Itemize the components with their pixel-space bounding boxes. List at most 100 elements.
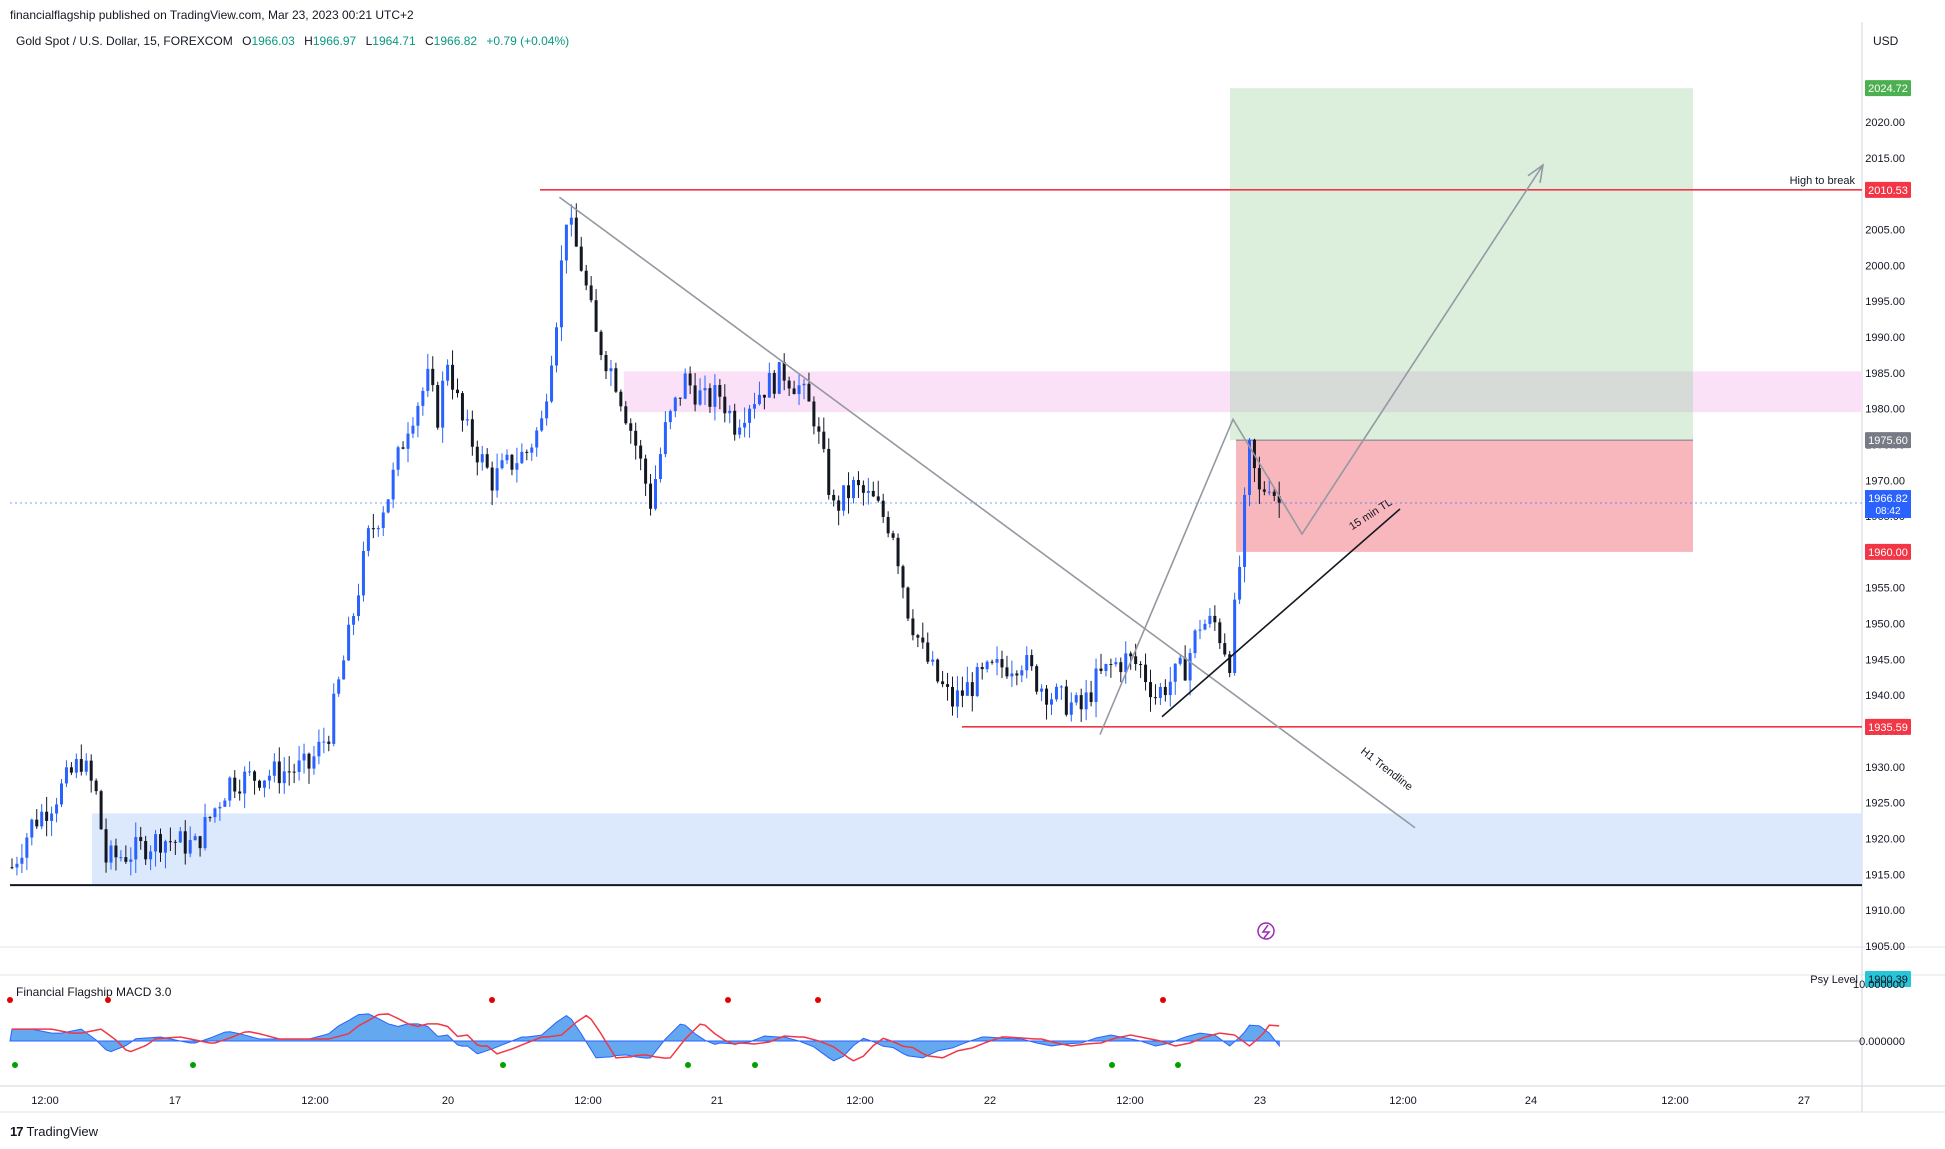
candle-body [1173,663,1177,682]
change-value: +0.79 (+0.04%) [486,34,570,48]
candle-body [1045,688,1049,705]
candle-body [975,667,979,697]
price-tick-label: 2015.00 [1865,153,1905,165]
candle-body [827,448,831,495]
candle-body [223,800,227,807]
candle-body [1168,681,1172,696]
candle-body [55,804,59,814]
price-tick-label: 2005.00 [1865,224,1905,236]
demand-zone [92,813,1862,886]
candle-body [896,537,900,567]
candle-body [99,791,103,830]
candle-body [1129,653,1133,657]
candle-body [589,285,593,301]
candle-body [762,394,766,398]
macd-signal-line [12,1013,1280,1062]
stop-price-label: 1960.00 [1868,547,1908,559]
candle-body [253,771,257,781]
target-price-label: 2024.72 [1868,83,1908,95]
candle-body [505,454,509,461]
candle-body [144,840,148,860]
candle-body [1198,629,1202,631]
candle-body [777,362,781,394]
high-to-break-price-label-bg [1865,181,1911,198]
candle-body [782,362,786,381]
candle-body [1064,686,1068,715]
macd-sell-dot [815,997,821,1003]
candle-body [396,447,400,470]
candle-body [1272,491,1276,496]
candle-body [188,840,192,854]
candle-body [693,385,697,405]
macd-indicator-label[interactable]: Financial Flagship MACD 3.0 [16,985,172,999]
candle-body [1267,491,1271,493]
candle-body [1074,695,1078,703]
tradingview-footer[interactable]: 17 TradingView [10,1124,98,1139]
candle-body [842,485,846,511]
time-tick-label: 12:00 [1116,1095,1144,1107]
psy-level-price-label: 1900.39 [1868,974,1908,986]
candle-body [109,845,113,863]
candle-body [644,458,648,484]
candle-body [238,791,242,794]
candle-body [911,618,915,636]
candle-body [753,404,756,409]
candle-body [965,682,969,696]
candle-body [817,426,821,432]
candle-body [861,485,865,493]
candle-body [74,759,78,773]
candle-body [1223,643,1227,655]
symbol-legend: Gold Spot / U.S. Dollar, 15, FOREXCOM O1… [16,34,569,48]
macd-sell-dot [105,997,111,1003]
macd-buy-dot [500,1062,506,1068]
candle-body [154,834,158,852]
candle-body [990,661,994,663]
symbol-name[interactable]: Gold Spot / U.S. Dollar, 15, FOREXCOM [16,34,233,48]
price-tick-label: 1995.00 [1865,296,1905,308]
candle-body [30,819,34,838]
candle-body [1153,697,1157,699]
candle-body [1188,653,1192,681]
candle-body [604,355,608,372]
candle-body [673,397,677,412]
candle-body [926,642,930,662]
candle-body [376,527,380,530]
candle-body [416,405,420,426]
price-tick-label: 1945.00 [1865,654,1905,666]
candle-body [282,771,286,784]
candle-body [183,831,187,854]
candle-body [287,771,291,773]
candle-body [1149,682,1152,698]
candle-body [812,401,816,427]
candle-body [465,419,469,421]
candle-body [510,454,514,470]
candle-body [921,637,925,643]
candle-body [728,410,732,414]
candle-body [1069,702,1073,715]
candle-body [550,365,554,402]
candle-body [787,380,791,389]
time-tick-label: 24 [1525,1095,1537,1107]
candle-body [916,635,920,638]
candle-body [297,760,301,772]
candle-body [1104,664,1108,672]
candle-body [277,761,281,784]
price-tick-label: 2020.00 [1865,117,1905,129]
candle-body [852,479,855,499]
candle-body [525,451,529,453]
candle-body [871,491,875,497]
candle-body [421,390,425,406]
candle-body [1262,489,1266,492]
candle-body [1248,439,1251,495]
candle-body [64,767,68,784]
candle-body [40,811,44,827]
time-tick-label: 12:00 [31,1095,59,1107]
candle-body [441,380,445,428]
entry-price-label: 1975.60 [1868,435,1908,447]
candle-body [738,427,742,435]
candle-body [1183,657,1187,681]
candle-body [401,447,405,449]
candle-body [901,566,905,588]
